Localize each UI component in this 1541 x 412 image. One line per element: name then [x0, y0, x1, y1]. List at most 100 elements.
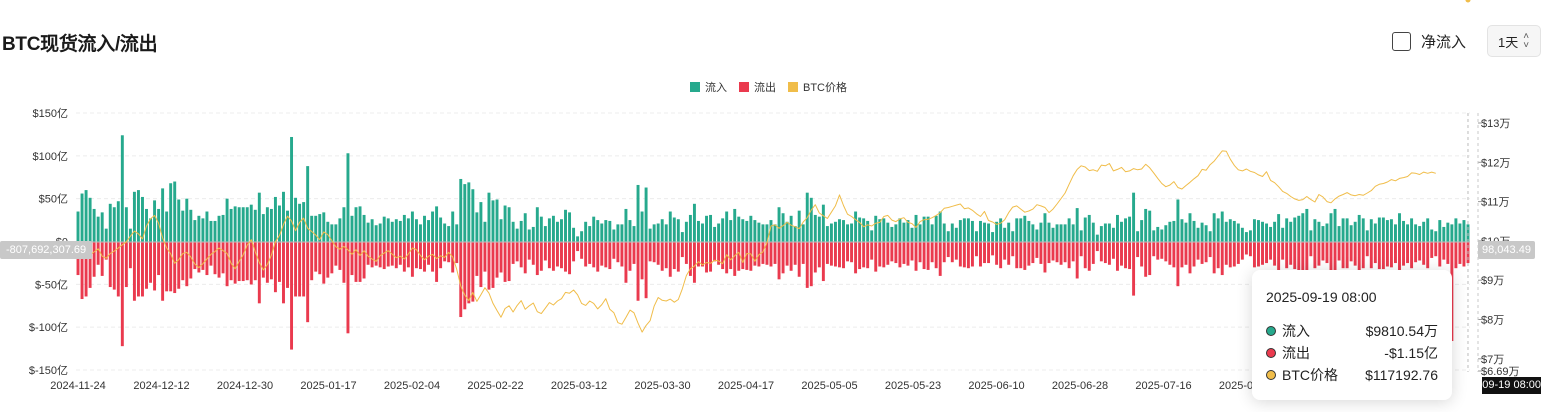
- outflow-bar: [785, 242, 789, 266]
- inflow-bar: [1200, 222, 1204, 242]
- outflow-bar: [1398, 242, 1401, 274]
- outflow-bar: [410, 242, 414, 277]
- inflow-bar: [1176, 199, 1180, 242]
- outflow-bar: [1454, 242, 1458, 269]
- outflow-bar: [1188, 242, 1192, 274]
- inflow-bar: [177, 199, 181, 242]
- inflow-bar: [882, 218, 886, 242]
- outflow-bar: [564, 242, 567, 272]
- inflow-bar: [854, 211, 858, 242]
- outflow-bar: [1176, 242, 1180, 287]
- outflow-bar: [588, 242, 592, 264]
- inflow-bar: [1269, 226, 1273, 242]
- outflow-bar: [346, 242, 350, 334]
- inflow-bar: [797, 210, 801, 242]
- inflow-bar: [564, 209, 567, 242]
- inflow-bar: [1305, 208, 1309, 242]
- outflow-bar: [1389, 242, 1393, 268]
- inflow-bar: [1091, 222, 1095, 242]
- inflow-bar: [205, 211, 209, 242]
- inflow-bar: [193, 220, 197, 242]
- inflow-bar: [120, 135, 124, 242]
- inflow-bar: [455, 224, 459, 242]
- outflow-bar: [431, 242, 435, 272]
- outflow-bar: [435, 242, 439, 282]
- inflow-bar: [926, 216, 930, 242]
- inflow-bar: [987, 223, 991, 242]
- outflow-bar: [1136, 242, 1140, 258]
- x-tick-label: 2025-01-17: [300, 380, 356, 392]
- outflow-bar: [1180, 242, 1184, 268]
- outflow-bar: [1385, 242, 1389, 267]
- inflow-bar: [1430, 229, 1434, 242]
- outflow-bar: [991, 242, 995, 256]
- outflow-bar: [926, 242, 930, 270]
- inflow-bar: [149, 218, 152, 242]
- inflow-bar: [419, 224, 422, 242]
- outflow-bar: [1156, 242, 1160, 260]
- outflow-bar: [1426, 242, 1430, 269]
- outflow-bar: [257, 242, 261, 304]
- left-tick-label: $-150亿: [29, 364, 68, 377]
- inflow-bar: [1019, 218, 1023, 242]
- legend-item-outflow[interactable]: 流出: [739, 79, 776, 95]
- inflow-bar: [1071, 224, 1075, 242]
- inflow-bar: [1111, 227, 1115, 242]
- outflow-bar: [386, 242, 390, 267]
- outflow-bar: [866, 242, 870, 269]
- inflow-bar: [1035, 229, 1039, 242]
- inflow-bar: [495, 199, 499, 242]
- outflow-bar: [797, 242, 801, 277]
- legend-item-price[interactable]: BTC价格: [788, 79, 847, 95]
- inflow-bar: [491, 200, 495, 242]
- outflow-bar: [600, 242, 604, 266]
- interval-select[interactable]: 1天 ˄ ˅: [1487, 25, 1541, 57]
- inflow-bar: [1418, 226, 1422, 242]
- inflow-bar: [1136, 231, 1140, 242]
- inflow-bar: [1297, 215, 1301, 242]
- outflow-bar: [1269, 242, 1273, 260]
- inflow-bar: [265, 207, 269, 242]
- outflow-bar: [890, 242, 894, 262]
- outflow-bar: [1341, 242, 1345, 269]
- inflow-bar: [1184, 222, 1188, 242]
- inflow-bar: [245, 207, 249, 242]
- outflow-bar: [692, 242, 696, 283]
- outflow-bar: [1462, 242, 1466, 267]
- inflow-bar: [1373, 223, 1377, 242]
- outflow-bar: [547, 242, 551, 269]
- outflow-bar: [560, 242, 563, 269]
- inflow-bar: [1043, 213, 1047, 242]
- legend-item-inflow[interactable]: 流入: [690, 79, 727, 95]
- inflow-bar: [1124, 218, 1127, 242]
- outflow-bar: [330, 242, 334, 274]
- inflow-bar: [515, 228, 519, 242]
- netflow-toggle[interactable]: 净流入: [1392, 31, 1466, 52]
- outflow-bar: [282, 242, 285, 304]
- outflow-bar: [1394, 242, 1397, 264]
- inflow-bar: [737, 216, 741, 242]
- outflow-bar: [302, 242, 306, 297]
- inflow-bar: [1381, 217, 1385, 242]
- outflow-bar: [1148, 242, 1152, 276]
- right-tick-label: $6.69万: [1481, 366, 1520, 378]
- inflow-bar: [1188, 213, 1192, 242]
- outflow-bar: [995, 242, 999, 265]
- outflow-bar: [427, 242, 430, 265]
- inflow-bar: [902, 222, 906, 242]
- crosshair-time-label: 2025-09-19 08:00: [1482, 377, 1541, 394]
- inflow-bar: [237, 207, 241, 242]
- inflow-bar: [898, 218, 902, 242]
- outflow-bar: [128, 242, 132, 269]
- netflow-checkbox[interactable]: [1392, 32, 1411, 51]
- inflow-bar: [995, 221, 999, 242]
- outflow-bar: [491, 242, 495, 288]
- inflow-bar: [358, 206, 362, 242]
- outflow-bar: [382, 242, 386, 270]
- inflow-bar: [451, 211, 455, 242]
- outflow-bar: [878, 242, 882, 267]
- outflow-bar: [572, 242, 576, 262]
- inflow-bar: [874, 215, 878, 242]
- outflow-bar: [1289, 242, 1293, 265]
- outflow-bar: [668, 242, 672, 277]
